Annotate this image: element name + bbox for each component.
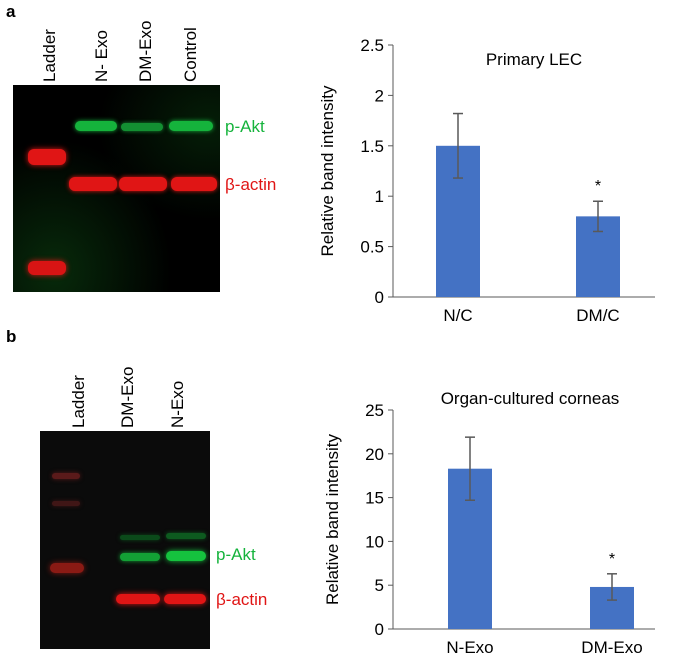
ladder-band-b (50, 563, 84, 573)
chartb-y-tick-label: 25 (365, 401, 384, 420)
charta-y-tick-label: 1.5 (360, 137, 384, 156)
charta-y-tick-label: 2.5 (360, 36, 384, 55)
chartb-y-axis-title: Relative band intensity (323, 433, 342, 605)
protein-label-actin-b: β-actin (216, 590, 268, 609)
chartb-x-tick-label: DM-Exo (581, 638, 642, 655)
chartb-y-tick-label: 5 (375, 576, 384, 595)
charta-y-tick-label: 0 (375, 288, 384, 307)
actin-band-dm-exo-b (116, 594, 160, 604)
pakt-band-dm-exo-b (120, 553, 160, 561)
chartb-chart-title: Organ-cultured corneas (441, 389, 620, 408)
pakt-band-n-exo (75, 121, 117, 131)
charta-y-tick-label: 2 (375, 86, 384, 105)
pakt-band-n-exo-b (166, 551, 206, 561)
bar-chart-primary-lec: 0 0.5 1 1.5 2 2.5 Relative band intensity Prima… (318, 36, 655, 325)
charta-y-tick-label: 1 (375, 187, 384, 206)
charta-x-tick-label: DM/C (576, 306, 619, 325)
chartb-x-tick-label: N-Exo (446, 638, 493, 655)
pakt-band-control (169, 121, 213, 131)
faint-green-band-n (166, 533, 206, 539)
ladder-band-lower (28, 261, 66, 275)
faint-green-band-dm (120, 535, 160, 540)
western-blot-a (13, 85, 220, 292)
protein-label-actin-a: β-actin (225, 175, 277, 194)
charta-x-tick-label: N/C (443, 306, 472, 325)
protein-label-pakt-a: p-Akt (225, 117, 265, 136)
panel-label-a: a (6, 2, 16, 21)
charta-chart-title: Primary LEC (486, 50, 582, 69)
actin-band-dm-exo (119, 177, 167, 191)
panel-label-b: b (6, 327, 17, 346)
chartb-y-tick-label: 20 (365, 445, 384, 464)
charta-y-axis-title: Relative band intensity (318, 85, 337, 257)
ladder-faint-band-2 (52, 501, 80, 506)
charta-significance-star: * (595, 178, 601, 195)
chartb-y-tick-label: 0 (375, 620, 384, 639)
chartb-significance-star: * (609, 551, 615, 568)
chartb-y-tick-label: 15 (365, 489, 384, 508)
protein-label-pakt-b: p-Akt (216, 545, 256, 564)
ladder-band-upper (28, 149, 66, 165)
chartb-y-tick-label: 10 (365, 532, 384, 551)
charta-y-tick-label: 0.5 (360, 238, 384, 257)
actin-band-control (171, 177, 217, 191)
pakt-band-dm-exo (121, 123, 163, 131)
actin-band-n-exo (69, 177, 117, 191)
western-blot-b (40, 431, 210, 649)
bar-chart-organ-cultured-corneas: 0 5 10 15 20 25 Relative band intensity Organ-c… (323, 389, 655, 655)
actin-band-n-exo-b (164, 594, 206, 604)
ladder-faint-band-1 (52, 473, 80, 479)
